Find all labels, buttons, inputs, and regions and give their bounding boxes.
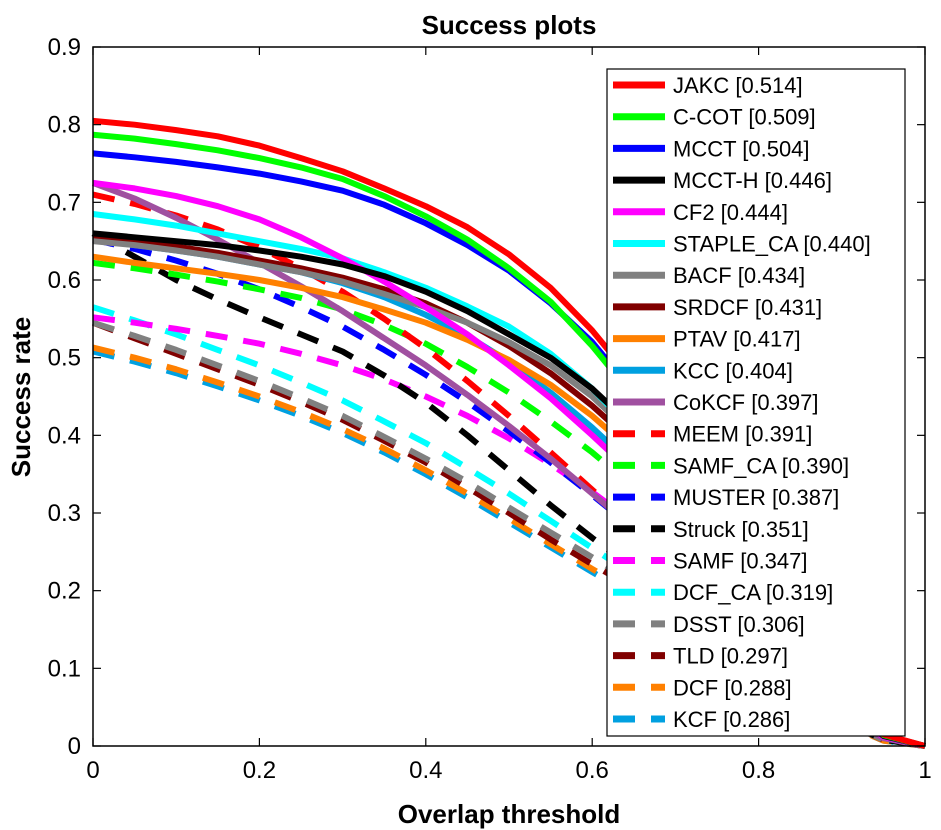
legend: JAKC [0.514] C-COT [0.509] MCCT [0.504] MCC… bbox=[606, 68, 906, 737]
legend-entry-label: SAMF_CA [0.390] bbox=[673, 453, 849, 478]
y-tick-label: 0.8 bbox=[48, 112, 81, 139]
legend-entry-label: CoKCF [0.397] bbox=[673, 390, 819, 415]
y-tick-label: 0.1 bbox=[48, 655, 81, 682]
x-tick-label: 0.2 bbox=[243, 757, 276, 784]
legend-entry-label: MCCT-H [0.446] bbox=[673, 168, 832, 193]
series-line-tld bbox=[91, 319, 926, 749]
series-line-muster bbox=[92, 236, 926, 749]
series-line-dsst bbox=[92, 319, 926, 749]
chart-title: Success plots bbox=[422, 10, 597, 40]
legend-entry-label: MEEM [0.391] bbox=[673, 422, 812, 447]
y-tick-label: 0 bbox=[68, 733, 81, 760]
legend-entry-label: BACF [0.434] bbox=[673, 263, 805, 288]
legend-entry-label: MUSTER [0.387] bbox=[673, 485, 839, 510]
x-tick-label: 0 bbox=[86, 757, 99, 784]
y-axis-label: Success rate bbox=[6, 317, 36, 477]
legend-entry-label: DSST [0.306] bbox=[673, 612, 805, 637]
y-tick-label: 0.2 bbox=[48, 578, 81, 605]
x-axis-label: Overlap threshold bbox=[398, 799, 621, 829]
legend-entry-label: STAPLE_CA [0.440] bbox=[673, 232, 871, 257]
x-tick-label: 1 bbox=[918, 757, 931, 784]
legend-entry-label: JAKC [0.514] bbox=[673, 73, 803, 98]
legend-entry-label: CF2 [0.444] bbox=[673, 200, 788, 225]
y-tick-label: 0.7 bbox=[48, 189, 81, 216]
legend-entry-label: MCCT [0.504] bbox=[673, 136, 810, 161]
y-tick-label: 0.5 bbox=[48, 345, 81, 372]
y-tick-label: 0.6 bbox=[48, 267, 81, 294]
legend-entry-label: Struck [0.351] bbox=[673, 517, 809, 542]
x-tick-label: 0.4 bbox=[409, 757, 442, 784]
y-tick-label: 0.9 bbox=[48, 34, 81, 61]
x-tick-label: 0.8 bbox=[742, 757, 775, 784]
axis-ticks: 0 0.2 0.4 0.6 0.8 1 0 0.1 0.2 0.3 0.4 0.5 0.6 0.7 0.8 0… bbox=[48, 34, 932, 784]
legend-entry-label: TLD [0.297] bbox=[673, 644, 788, 669]
legend-entry-label: KCF [0.286] bbox=[673, 707, 790, 732]
legend-entry-label: KCC [0.404] bbox=[673, 358, 793, 383]
y-tick-label: 0.3 bbox=[48, 500, 81, 527]
series-line-samf bbox=[92, 314, 926, 749]
legend-entry-label: DCF [0.288] bbox=[673, 675, 792, 700]
y-tick-label: 0.4 bbox=[48, 422, 81, 449]
legend-entry-label: DCF_CA [0.319] bbox=[673, 580, 833, 605]
legend-entry-label: SAMF [0.347] bbox=[673, 549, 808, 574]
series-line-dcf_ca bbox=[92, 304, 926, 749]
series-line-struck bbox=[91, 230, 926, 749]
x-tick-label: 0.6 bbox=[576, 757, 609, 784]
legend-entry-label: C-COT [0.509] bbox=[673, 105, 816, 130]
legend-entry-label: PTAV [0.417] bbox=[673, 327, 801, 352]
plot-area-border bbox=[92, 46, 926, 747]
legend-entry-label: SRDCF [0.431] bbox=[673, 295, 822, 320]
